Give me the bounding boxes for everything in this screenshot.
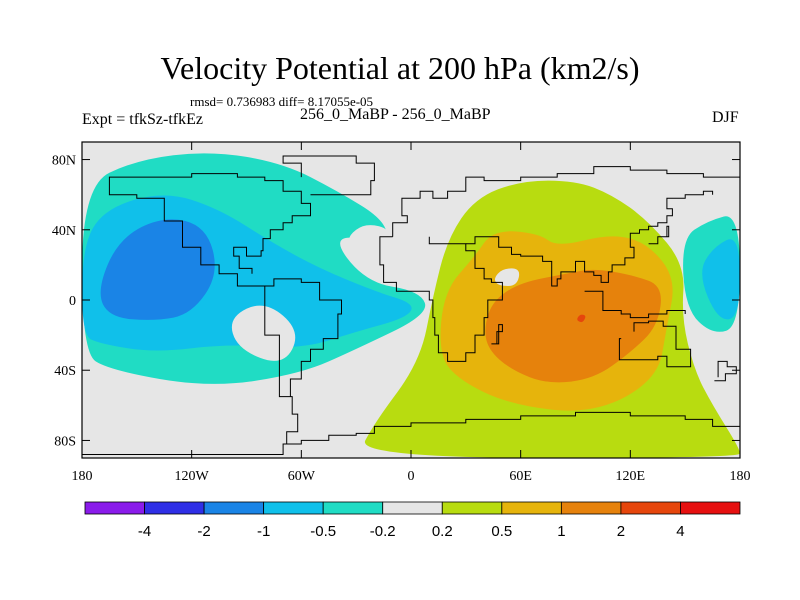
contour-region-5 [100, 219, 215, 320]
season-label: DJF [712, 109, 739, 126]
colorbar-box [263, 501, 324, 515]
colorbar-box [441, 501, 503, 515]
coastline-9 [618, 320, 692, 368]
colorbar-box [501, 501, 562, 515]
colorbar-label: 4 [676, 523, 684, 540]
colorbar-label: -0.2 [370, 523, 396, 540]
contour-region-10 [494, 268, 520, 286]
colorbar-box [560, 501, 622, 515]
coastline-3 [108, 173, 311, 287]
colorbar-label: -4 [138, 523, 151, 540]
contour-region-7 [349, 225, 388, 250]
x-tick-label: 60W [288, 469, 316, 484]
coastline-7 [465, 190, 714, 287]
y-tick-label: 40S [54, 364, 76, 379]
x-tick-label: 0 [408, 469, 415, 484]
coastline-5 [379, 236, 503, 362]
colorbar-box [203, 501, 265, 515]
x-tick-label: 120W [175, 469, 210, 484]
colorbar-label: 1 [557, 523, 565, 540]
colorbar-label: -2 [197, 523, 210, 540]
coastline-12 [491, 324, 503, 345]
colorbar-box [620, 501, 681, 515]
coastline-4 [282, 155, 375, 196]
coastline-6 [392, 166, 740, 237]
chart-title: Velocity Potential at 200 hPa (km2/s) [160, 50, 640, 86]
coastline-1 [82, 411, 740, 455]
coastline-2 [264, 278, 342, 445]
y-tick-label: 80N [52, 154, 76, 169]
case-label: 256_0_MaBP - 256_0_MaBP [300, 106, 491, 123]
stats-label: rmsd= 0.736983 diff= 8.17055e-05 [190, 94, 374, 109]
contour-region-12 [577, 314, 586, 323]
colorbar-box [322, 501, 384, 515]
y-tick-label: 80S [54, 434, 76, 449]
coastline-10 [714, 360, 737, 382]
y-tick-label: 40N [52, 224, 76, 239]
colorbar-label: 2 [617, 523, 625, 540]
coastline-11 [648, 225, 670, 245]
plot-layer [82, 153, 740, 458]
x-tick-label: 180 [72, 469, 93, 484]
x-tick-label: 60E [509, 469, 532, 484]
x-tick-label: 180 [730, 469, 751, 484]
experiment-label: Expt = tfkSz-tfkEz [82, 111, 203, 128]
colorbar-box [84, 501, 145, 515]
contour-region-11 [485, 269, 661, 383]
colorbar-label: 0.5 [491, 523, 512, 540]
colorbar-box [382, 501, 443, 515]
colorbar-box [144, 501, 205, 515]
y-tick-label: 0 [69, 294, 76, 309]
colorbar-label: -0.5 [310, 523, 336, 540]
colorbar-label: -1 [257, 523, 270, 540]
contour-region-4 [702, 239, 740, 320]
coastline-8 [584, 290, 686, 319]
colorbar-box [680, 501, 741, 515]
x-tick-label: 120E [616, 469, 646, 484]
colorbar-label: 0.2 [432, 523, 453, 540]
